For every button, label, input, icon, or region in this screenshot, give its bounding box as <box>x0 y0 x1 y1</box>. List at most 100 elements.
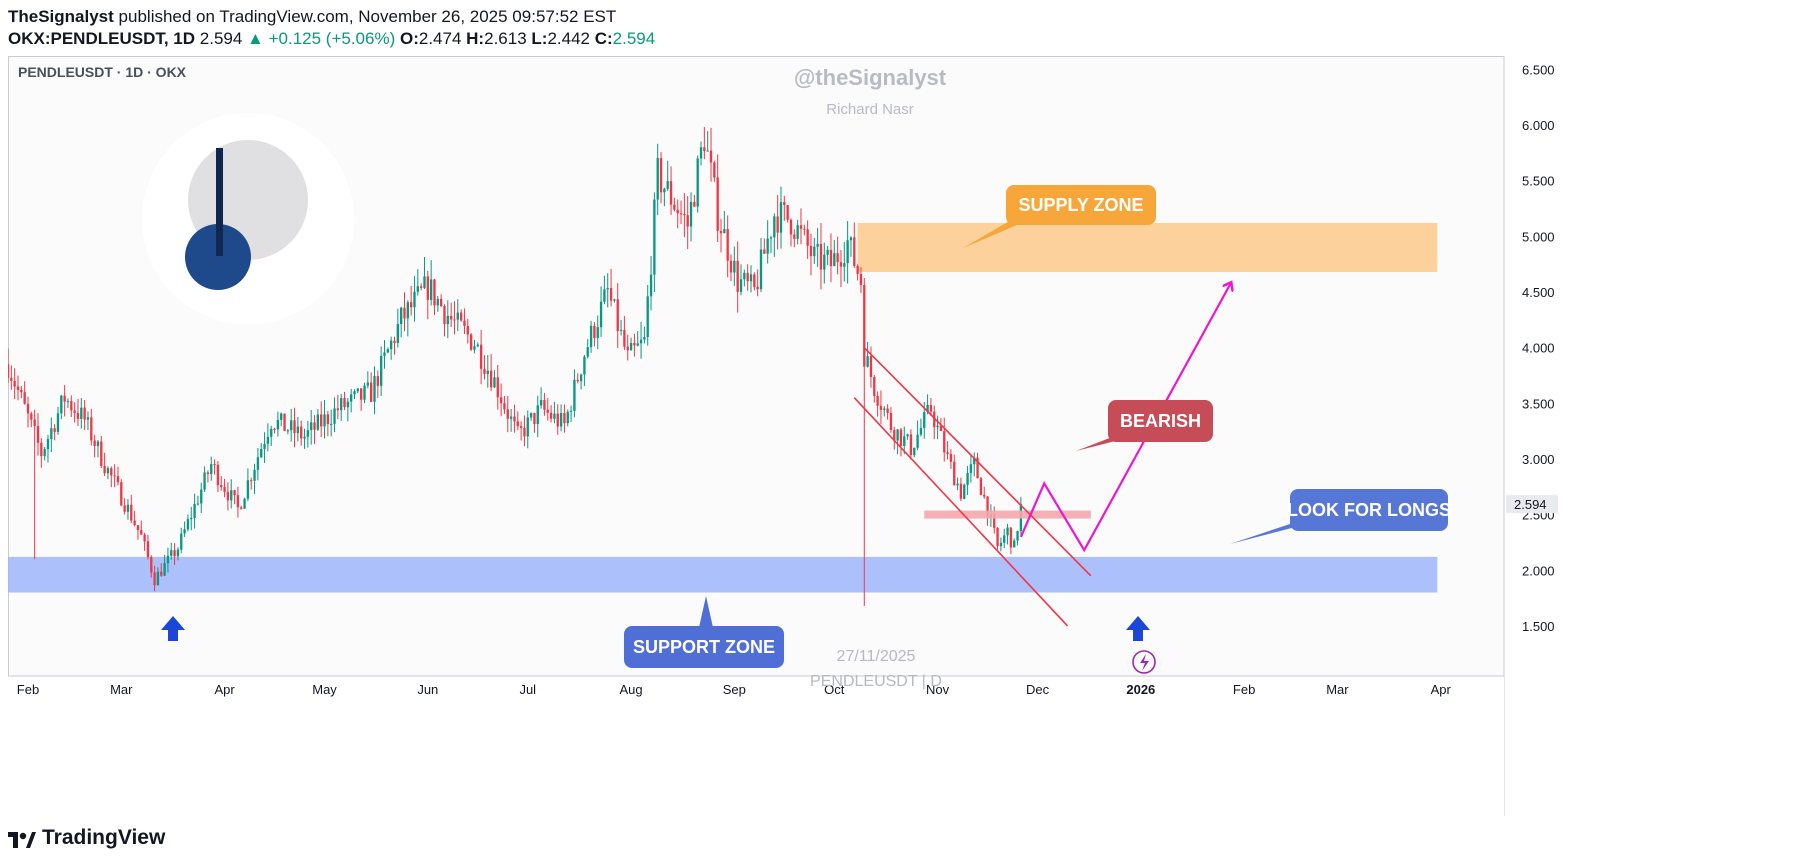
candle-body <box>310 422 313 431</box>
candle-body <box>579 374 583 382</box>
lightning-icon[interactable] <box>1132 650 1156 674</box>
y-tick-label: 6.000 <box>1522 118 1555 133</box>
candle-body <box>489 370 493 388</box>
candle-body <box>103 466 106 474</box>
candle-body <box>296 426 300 434</box>
candle-body <box>426 276 429 300</box>
candle-body <box>106 468 110 474</box>
candle-body <box>613 299 616 301</box>
candle-body <box>676 209 679 214</box>
candle-body <box>769 237 773 239</box>
channel-lower-line <box>853 397 1069 627</box>
candle-body <box>836 253 839 263</box>
candle-body <box>583 356 586 375</box>
candle-body <box>343 398 346 408</box>
candle-body <box>293 420 296 434</box>
lightning-bolt-glyph <box>1140 654 1149 671</box>
candle-body <box>713 162 716 178</box>
candle-body <box>233 490 236 496</box>
candle-body <box>629 342 633 351</box>
candle-body <box>323 414 326 427</box>
candle-body <box>719 230 723 234</box>
candle-body <box>889 413 893 430</box>
look-for-longs-label-text: LOOK FOR LONGS <box>1287 500 1451 520</box>
candle-body <box>96 441 100 446</box>
low-label: L: <box>531 29 548 48</box>
labels-layer: SUPPLY ZONE BEARISH LOOK FOR LONGS SUPPORT … <box>161 185 1451 674</box>
candle-body <box>443 306 446 325</box>
candle-body <box>833 253 836 267</box>
candle-body <box>976 457 979 479</box>
x-tick-label: Mar <box>110 682 133 697</box>
candle-body <box>166 555 170 564</box>
candle-body <box>33 419 36 427</box>
candle-body <box>563 412 566 424</box>
candle-body <box>183 529 186 534</box>
candle-body <box>509 416 513 419</box>
candle-body <box>459 312 463 321</box>
candle-body <box>16 386 20 390</box>
candle-body <box>276 419 280 430</box>
candle-body <box>596 327 599 339</box>
candle-body <box>286 430 290 432</box>
candle-body <box>853 237 856 266</box>
x-tick-label: Nov <box>926 682 950 697</box>
candle-body <box>499 397 503 404</box>
candle-body <box>363 385 366 400</box>
supply-zone <box>857 222 1438 272</box>
price-chart[interactable]: SUPPLY ZONE BEARISH LOOK FOR LONGS SUPPORT … <box>8 56 1798 816</box>
candle-body <box>223 487 226 492</box>
supply-zone-label: SUPPLY ZONE <box>963 185 1156 248</box>
candle-body <box>236 495 240 508</box>
blue-up-arrow-icon <box>161 616 185 641</box>
candle-body <box>250 480 253 482</box>
candle-body <box>496 377 499 398</box>
candle-body <box>813 246 816 257</box>
candle-body <box>506 409 509 419</box>
price-axis[interactable] <box>1504 56 1798 816</box>
bearish-label-text: BEARISH <box>1120 411 1201 431</box>
footer-brand-text: TradingView <box>42 826 166 849</box>
candle-body <box>899 429 903 446</box>
candle-body <box>493 377 496 388</box>
candle-body <box>1006 527 1009 536</box>
candle-body <box>776 216 779 233</box>
candle-body <box>300 426 303 439</box>
candle-body <box>146 541 150 558</box>
candle-body <box>666 181 669 189</box>
candle-body <box>939 425 943 432</box>
candle-body <box>1013 540 1016 548</box>
time-axis[interactable] <box>8 676 1504 816</box>
candle-body <box>503 403 506 410</box>
candle-body <box>556 413 559 427</box>
candle-body <box>150 557 153 573</box>
candle-body <box>829 249 833 267</box>
candle-body <box>303 436 306 439</box>
candle-body <box>529 413 533 418</box>
candle-body <box>663 188 666 193</box>
look-for-longs-label: LOOK FOR LONGS <box>1230 489 1451 544</box>
candle-body <box>929 404 933 412</box>
candle-body <box>633 342 636 346</box>
footer-brand[interactable]: TradingView <box>8 826 165 850</box>
candle-body <box>599 301 603 328</box>
x-tick-label: Apr <box>214 682 235 697</box>
candle-body <box>1016 531 1019 541</box>
candle-body <box>200 489 203 504</box>
candle-body <box>906 434 909 437</box>
candle-body <box>779 202 783 233</box>
candle-body <box>969 464 973 474</box>
candle-body <box>80 407 83 419</box>
high-value: 2.613 <box>484 29 527 48</box>
watermark-symbol: PENDLEUSDT | D <box>810 673 942 690</box>
author-name[interactable]: TheSignalyst <box>8 7 114 26</box>
candle-body <box>389 340 393 350</box>
candle-body <box>290 420 293 431</box>
candle-body <box>270 428 273 437</box>
support-zone-label-box <box>624 626 784 668</box>
candle-body <box>616 299 619 332</box>
candle-body <box>543 400 546 410</box>
candle-body <box>193 503 196 518</box>
candle-body <box>669 181 673 205</box>
candle-body <box>240 507 243 509</box>
